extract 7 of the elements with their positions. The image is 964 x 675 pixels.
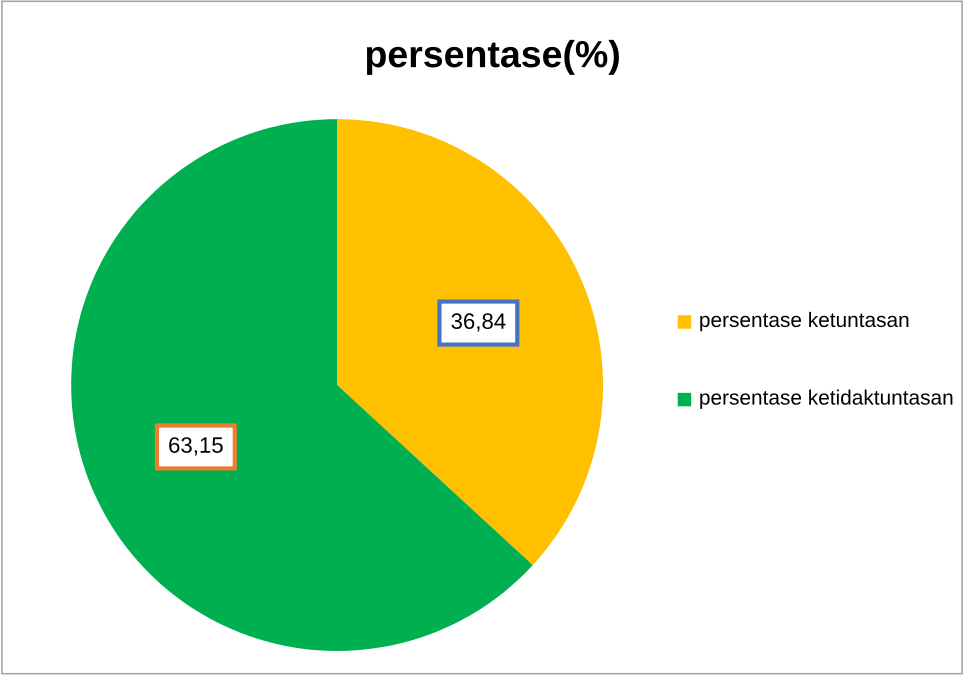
data-label: 63,15 xyxy=(169,437,223,456)
legend-label: persentase ketidaktuntasan xyxy=(700,389,952,409)
pie-slice xyxy=(337,119,604,566)
pie-slice xyxy=(71,119,533,651)
data-label: 36,84 xyxy=(451,313,506,332)
legend-label: persentase ketuntasan xyxy=(700,312,908,332)
chart-title: persentase(%) xyxy=(366,40,619,75)
